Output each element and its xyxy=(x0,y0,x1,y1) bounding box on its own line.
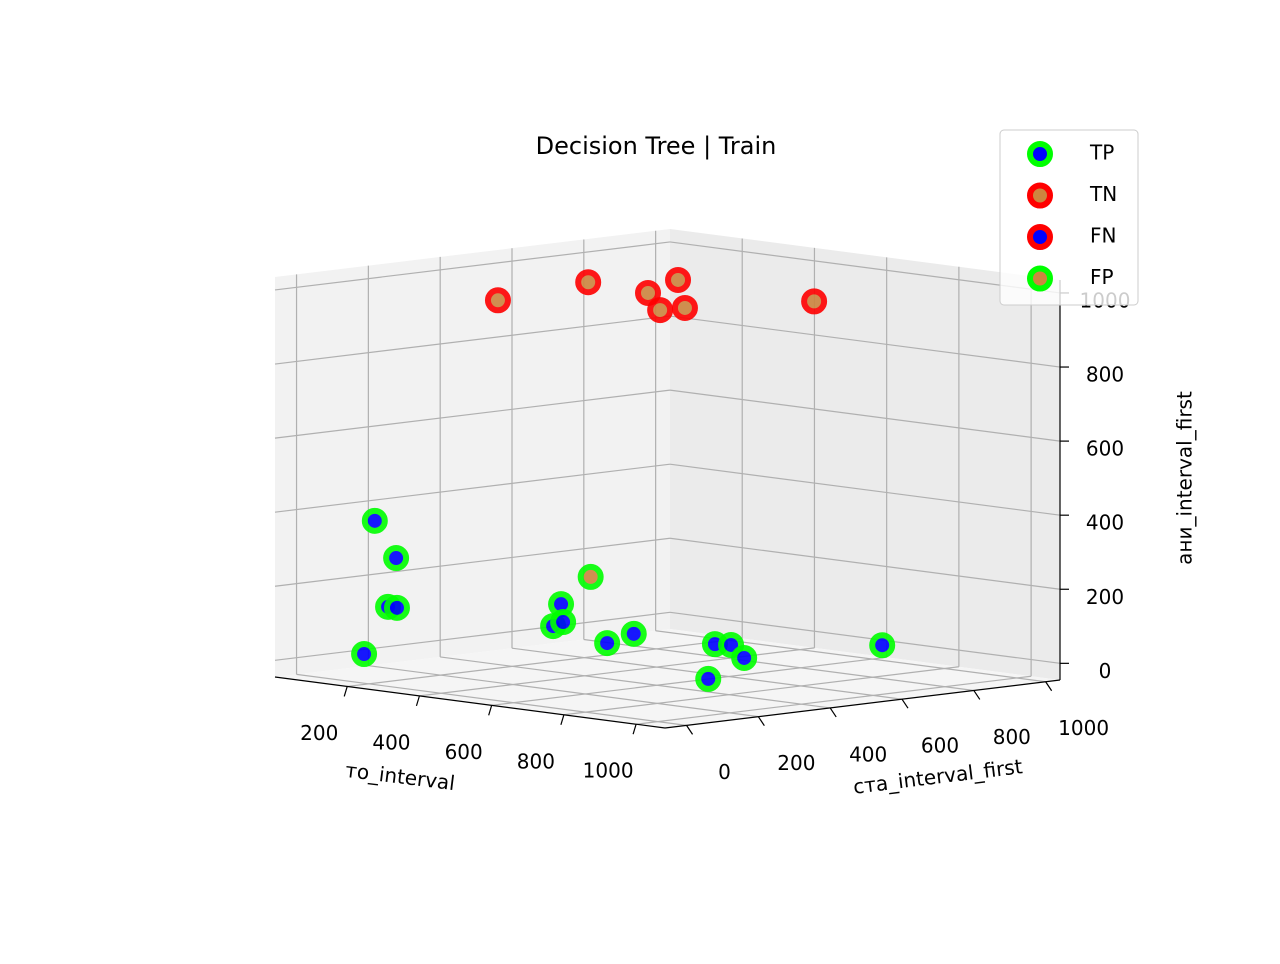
y-tick-label: 200 xyxy=(777,751,815,775)
grid-line xyxy=(274,537,671,587)
legend-label: TN xyxy=(1089,182,1117,206)
point xyxy=(869,632,896,659)
y-tick-label: 800 xyxy=(993,725,1031,749)
y-tick-label: 1000 xyxy=(1058,716,1109,740)
y-tick-label: 0 xyxy=(718,760,731,784)
y-tick xyxy=(973,690,981,700)
legend-marker xyxy=(1027,224,1053,250)
point xyxy=(620,620,647,647)
y-tick xyxy=(686,725,694,735)
z-tick-label: 800 xyxy=(1086,363,1124,387)
grid-line xyxy=(583,638,974,692)
point xyxy=(801,288,828,315)
y-axis xyxy=(664,679,1061,729)
point xyxy=(383,594,410,621)
grid xyxy=(274,230,1061,726)
x-tick xyxy=(632,724,637,735)
y-tick xyxy=(1045,681,1053,692)
y-tick-label: 600 xyxy=(921,734,959,758)
grid-line xyxy=(274,241,671,291)
x-tick-label: 800 xyxy=(517,749,555,773)
z-tick-label: 600 xyxy=(1086,437,1124,461)
legend-box xyxy=(999,129,1139,306)
y-tick xyxy=(757,716,765,726)
point xyxy=(351,641,378,668)
point xyxy=(671,294,698,321)
grid-line xyxy=(669,315,1061,368)
z-tick-label: 0 xyxy=(1099,659,1112,683)
x-tick xyxy=(343,686,348,697)
x-tick-label: 200 xyxy=(300,721,338,745)
legend-label: FP xyxy=(1090,265,1114,289)
x-axis-label: то_interval xyxy=(344,758,456,795)
point xyxy=(731,644,758,671)
x-tick xyxy=(560,714,565,725)
point xyxy=(484,287,511,314)
grid-line xyxy=(347,637,743,688)
point xyxy=(383,545,410,572)
y-tick xyxy=(901,698,909,709)
x-tick xyxy=(488,705,493,716)
point xyxy=(695,665,722,692)
grid-line xyxy=(669,537,1061,590)
grid-line xyxy=(636,675,1032,725)
x-tick xyxy=(415,695,421,707)
point xyxy=(361,507,388,534)
pane-left xyxy=(275,229,670,677)
x-axis xyxy=(274,676,666,729)
grid-line xyxy=(491,656,887,706)
point xyxy=(635,279,661,306)
grid-line xyxy=(669,611,1061,664)
legend-label: TP xyxy=(1089,141,1114,165)
z-axis-label: ани_interval_first xyxy=(1173,391,1197,565)
y-tick xyxy=(829,707,837,718)
x-tick-label: 600 xyxy=(445,740,483,764)
grid-line xyxy=(563,666,959,716)
point xyxy=(665,266,692,293)
point xyxy=(594,630,621,657)
grid-line xyxy=(274,611,671,661)
legend-label: FN xyxy=(1090,224,1116,248)
grid-line xyxy=(274,463,671,513)
point xyxy=(577,563,604,590)
legend-marker xyxy=(1027,141,1053,167)
x-tick-label: 400 xyxy=(372,730,410,754)
legend-marker xyxy=(1027,265,1053,292)
grid-line xyxy=(274,389,671,439)
legend-marker xyxy=(1027,182,1053,209)
point xyxy=(575,269,602,296)
grid-line xyxy=(669,389,1061,442)
y-tick-label: 400 xyxy=(849,742,887,766)
grid-line xyxy=(296,673,687,726)
legend: TP TN FN FP xyxy=(999,129,1139,306)
grid-line xyxy=(440,656,831,709)
chart-title: Decision Tree | Train xyxy=(536,132,777,160)
z-tick-label: 200 xyxy=(1086,585,1124,609)
grid-line xyxy=(669,241,1061,294)
grid-line xyxy=(669,463,1061,516)
z-tick-label: 400 xyxy=(1086,511,1124,535)
x-tick-label: 1000 xyxy=(583,759,634,783)
grid-line xyxy=(368,665,759,718)
points xyxy=(351,266,896,692)
grid-line xyxy=(274,315,671,365)
point xyxy=(647,297,674,324)
point xyxy=(550,609,577,636)
pane-back xyxy=(670,229,1060,680)
